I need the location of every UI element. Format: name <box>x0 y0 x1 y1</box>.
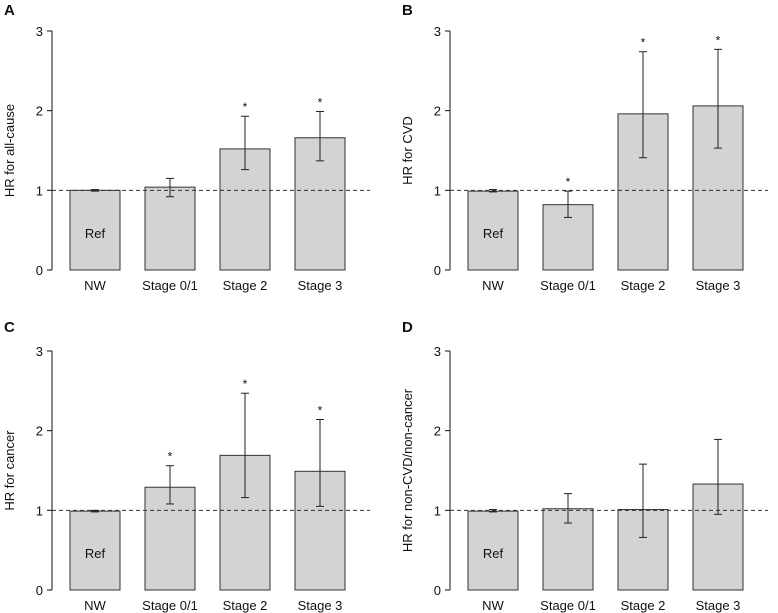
y-tick-label: 1 <box>434 183 441 198</box>
chart-panel-b: B HR for CVD 0 1 2 3 * * * Ref NW Stage 0/1 Stage 2 S… <box>400 2 768 293</box>
chart-panel-d: D HR for non-CVD/non-cancer 0 1 2 3 Ref NW Stage… <box>400 319 768 613</box>
y-axis-label: HR for all-cause <box>2 104 17 197</box>
x-tick-label: Stage 0/1 <box>142 598 198 613</box>
y-tick-label: 0 <box>434 263 441 278</box>
y-tick-label: 2 <box>36 424 43 439</box>
y-axis-label: HR for cancer <box>2 430 17 511</box>
significance-star: * <box>318 404 323 418</box>
y-tick-label: 1 <box>36 503 43 518</box>
y-axis-label: HR for non-CVD/non-cancer <box>400 388 415 552</box>
significance-star: * <box>641 36 646 50</box>
y-tick-label: 2 <box>434 104 441 119</box>
y-tick-label: 3 <box>36 344 43 359</box>
x-tick-label: NW <box>482 278 504 293</box>
x-tick-label: Stage 0/1 <box>540 278 596 293</box>
x-tick-label: Stage 2 <box>621 598 666 613</box>
bar <box>219 148 271 271</box>
y-tick-label: 3 <box>434 344 441 359</box>
x-tick-label: NW <box>84 598 106 613</box>
x-tick-label: NW <box>84 278 106 293</box>
panel-letter: B <box>402 2 413 19</box>
y-tick-label: 3 <box>434 24 441 39</box>
x-tick-label: Stage 3 <box>298 278 343 293</box>
ref-label: Ref <box>483 226 504 241</box>
significance-star: * <box>716 33 721 47</box>
chart-panel-c: C HR for cancer 0 1 2 3 * * * Ref NW Stage 0/1 Stage… <box>2 319 370 613</box>
ref-label: Ref <box>85 546 106 561</box>
bar <box>69 510 121 591</box>
x-tick-label: NW <box>482 598 504 613</box>
ref-label: Ref <box>85 226 106 241</box>
x-tick-label: Stage 0/1 <box>540 598 596 613</box>
panel-letter: C <box>4 319 15 336</box>
bar <box>467 510 519 591</box>
y-tick-label: 3 <box>36 24 43 39</box>
y-tick-label: 0 <box>36 263 43 278</box>
y-tick-label: 1 <box>434 503 441 518</box>
significance-star: * <box>243 100 248 114</box>
x-tick-label: Stage 3 <box>696 598 741 613</box>
bar <box>144 186 196 271</box>
y-tick-label: 0 <box>36 583 43 598</box>
y-tick-label: 0 <box>434 583 441 598</box>
x-tick-label: Stage 3 <box>696 278 741 293</box>
panel-letter: D <box>402 319 413 336</box>
x-tick-label: Stage 2 <box>223 278 268 293</box>
panel-letter: A <box>4 2 15 19</box>
x-tick-label: Stage 0/1 <box>142 278 198 293</box>
significance-star: * <box>318 95 323 109</box>
significance-star: * <box>168 450 173 464</box>
y-tick-label: 2 <box>36 104 43 119</box>
bar <box>69 189 121 271</box>
y-tick-label: 2 <box>434 424 441 439</box>
ref-label: Ref <box>483 546 504 561</box>
y-tick-label: 1 <box>36 183 43 198</box>
x-tick-label: Stage 2 <box>223 598 268 613</box>
significance-star: * <box>243 377 248 391</box>
y-axis-label: HR for CVD <box>400 116 415 185</box>
bar <box>467 190 519 271</box>
x-tick-label: Stage 2 <box>621 278 666 293</box>
significance-star: * <box>566 175 571 189</box>
x-tick-label: Stage 3 <box>298 598 343 613</box>
chart-panel-a: A HR for all-cause 0 1 2 3 * * Ref NW Stage 0/1 Sta… <box>2 2 370 293</box>
